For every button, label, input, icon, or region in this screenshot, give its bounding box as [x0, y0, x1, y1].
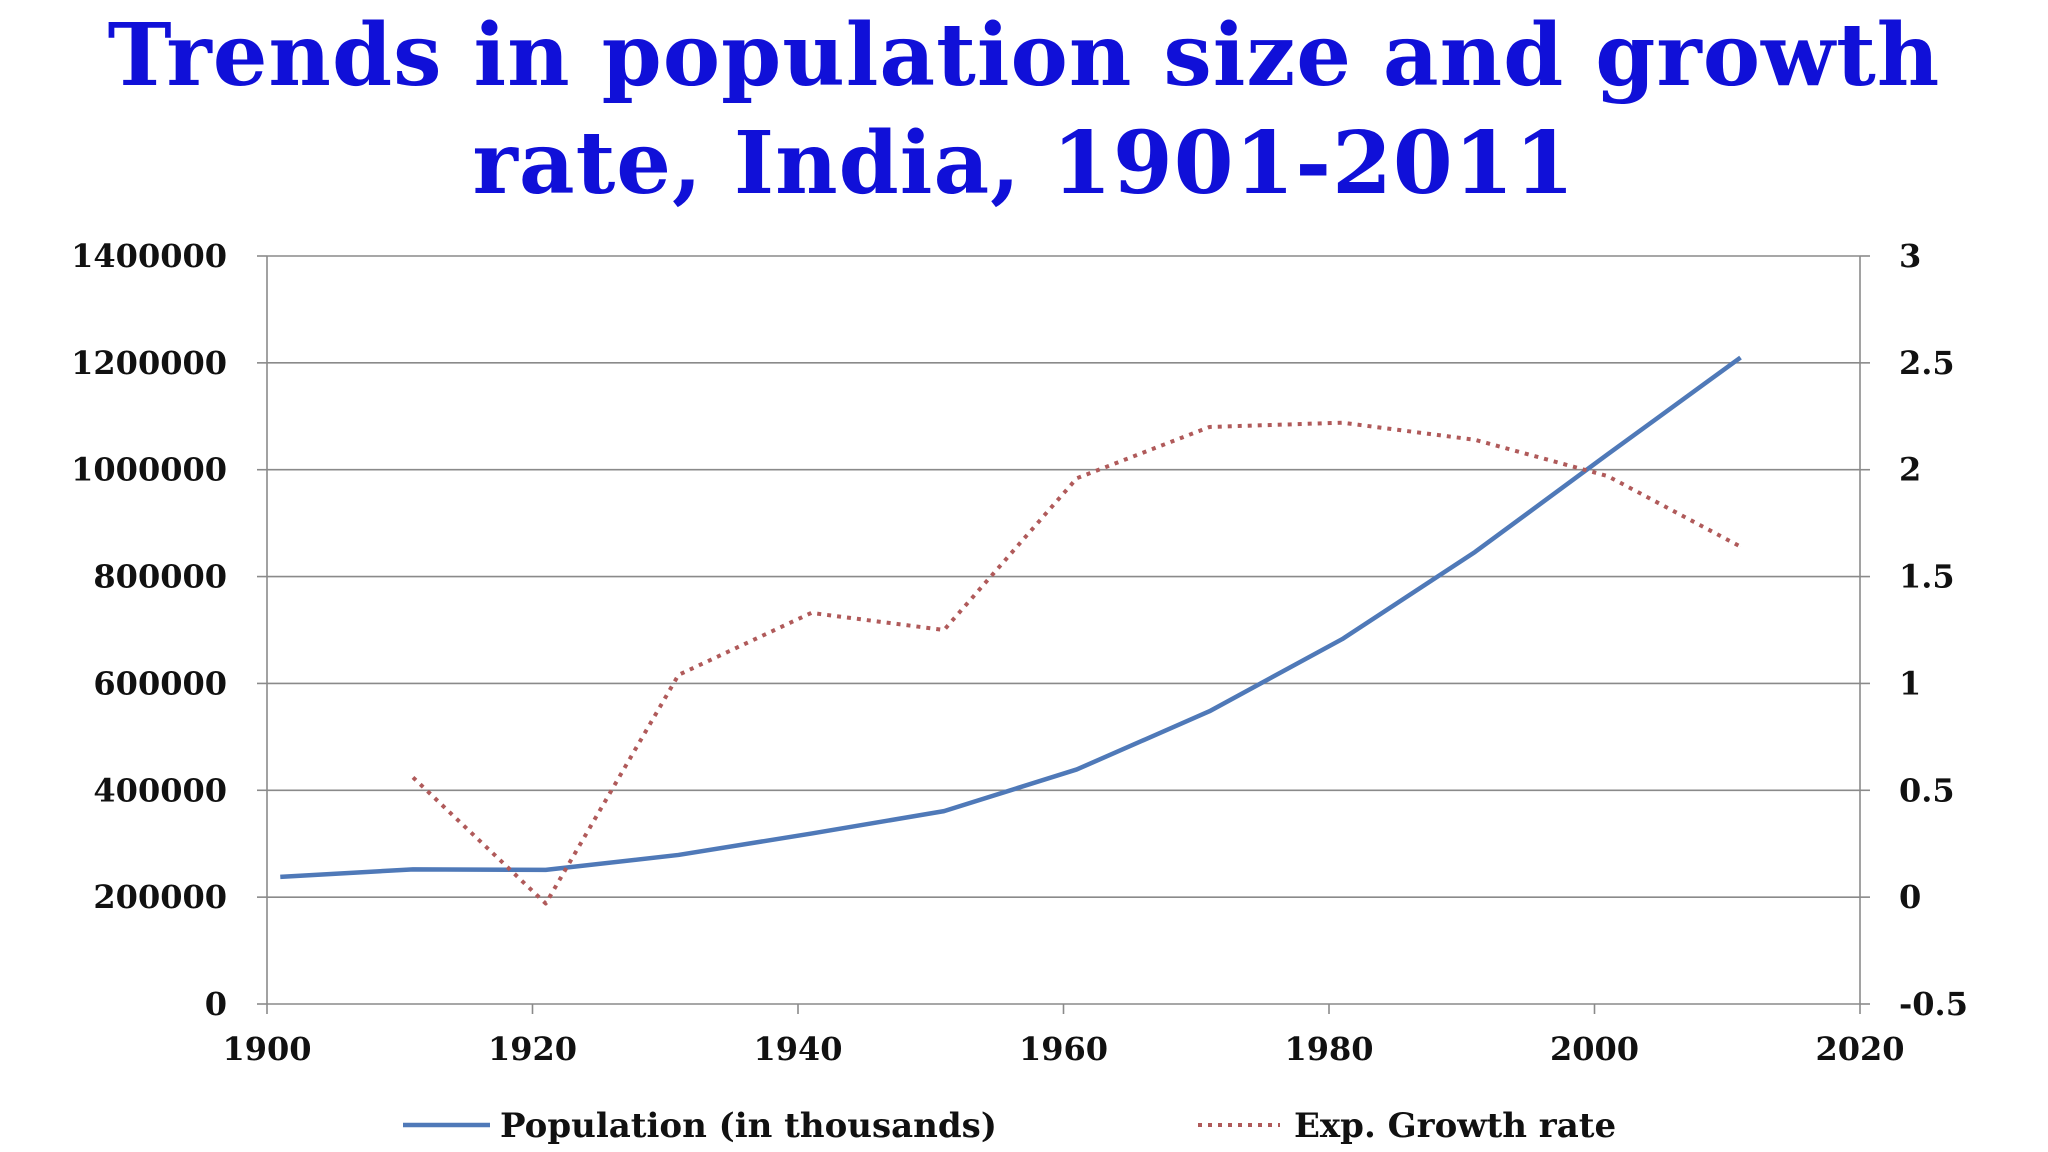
y-tick-label: 1200000: [71, 344, 227, 382]
y-tick-label: 1000000: [71, 451, 227, 489]
y2-tick-label: 0.5: [1899, 771, 1955, 809]
axes: 0 200000 400000 600000 800000 1000000 1200000 1…: [71, 237, 1968, 1068]
x-tick-label: 1920: [488, 1030, 577, 1068]
grid: [267, 255, 1860, 898]
y2-tick-label: 0: [1899, 878, 1921, 916]
chart-title-line-2: rate, India, 1901-2011: [472, 113, 1576, 214]
population-line: [280, 355, 1742, 880]
growth-rate-line: [411, 420, 1742, 906]
y2-tick-label: 3: [1899, 237, 1921, 275]
y-tick-label: 1400000: [71, 237, 227, 275]
x-tick-label: 1960: [1019, 1030, 1108, 1068]
y-tick-label: 400000: [93, 771, 227, 809]
x-tick-label: 2000: [1550, 1030, 1639, 1068]
y2-tick-label: 1.5: [1899, 558, 1955, 596]
y2-tick-label: 2.5: [1899, 344, 1955, 382]
y2-tick-label: 1: [1899, 664, 1921, 702]
series: [280, 355, 1742, 906]
y2-tick-label: 2: [1899, 451, 1921, 489]
x-tick-label: 2020: [1815, 1030, 1904, 1068]
legend: Population (in thousands) Exp. Growth rat…: [403, 1106, 1616, 1146]
y-tick-label: 200000: [93, 878, 227, 916]
x-tick-label: 1940: [753, 1030, 842, 1068]
legend-label: Exp. Growth rate: [1294, 1106, 1616, 1146]
legend-label: Population (in thousands): [500, 1106, 997, 1146]
y-tick-label: 800000: [93, 558, 227, 596]
chart-title: Trends in population size and growth rat…: [0, 0, 2048, 218]
x-tick-label: 1980: [1284, 1030, 1373, 1068]
x-tick-label: 1900: [222, 1030, 311, 1068]
y2-tick-label: -0.5: [1899, 985, 1968, 1023]
y-tick-label: 600000: [93, 664, 227, 702]
y-tick-label: 0: [205, 985, 227, 1023]
chart-title-line-1: Trends in population size and growth: [107, 5, 1941, 106]
